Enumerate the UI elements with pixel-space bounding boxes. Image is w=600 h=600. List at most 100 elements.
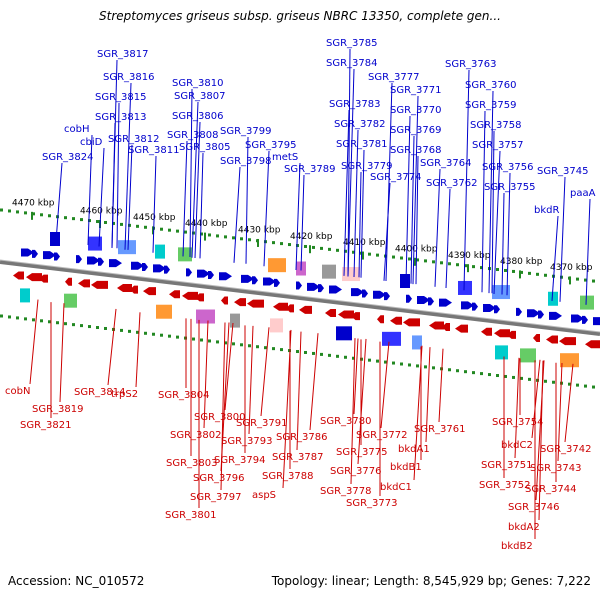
gene-leader-line-bottom (413, 345, 423, 481)
reverse-gene-arrow (403, 318, 420, 327)
ruler-dot (8, 209, 11, 213)
annotation-box-top (118, 240, 136, 255)
annotation-box-bottom (64, 293, 77, 308)
ruler-dot (320, 246, 323, 250)
gene-label-bottom: SGR_3793 (221, 436, 273, 447)
gene-label-top: SGR_3782 (334, 119, 386, 130)
gene-leader-line-top (194, 121, 201, 259)
gene-label-top: SGR_3770 (390, 105, 442, 116)
gene-label-top: paaA (570, 188, 596, 199)
ruler-dot (520, 376, 523, 380)
gene-leader-line-bottom (107, 308, 117, 386)
ruler-dot (208, 339, 211, 343)
ruler-dot (528, 271, 531, 275)
gene-leader-line-top (347, 48, 351, 277)
gene-label-top: SGR_3771 (390, 85, 442, 96)
gene-label-top: SGR_3799 (220, 126, 272, 137)
gene-label-top: SGR_3815 (95, 92, 147, 103)
gene-label-bottom: SGR_3776 (330, 466, 382, 477)
forward-gene-arrow (307, 282, 320, 291)
ruler-dot (264, 346, 267, 350)
gene-label-bottom: SGR_3788 (262, 471, 314, 482)
ruler-dot (184, 230, 187, 234)
reverse-gene-arrow (338, 310, 354, 319)
ruler-dot (232, 236, 235, 240)
annotation-box-bottom (412, 335, 422, 350)
ruler-dot (248, 238, 251, 242)
gene-label-top: SGR_3807 (174, 91, 226, 102)
ruler-dot (424, 259, 427, 263)
forward-gene-arrow (527, 309, 540, 318)
gene-label-bottom: SGR_3773 (346, 498, 398, 509)
reverse-gene-arrow (442, 323, 450, 332)
gene-label-bottom: SGR_3780 (320, 416, 372, 427)
gene-label-top: SGR_3816 (103, 72, 155, 83)
reverse-gene-arrow (559, 337, 576, 346)
annotation-box-top (178, 247, 192, 262)
ruler-dot (88, 325, 91, 329)
gene-leader-line-top (385, 82, 393, 282)
ruler-dot (128, 223, 131, 227)
gene-leader-line-top (445, 188, 451, 289)
reverse-gene-arrow (585, 340, 600, 349)
gene-label-bottom: SGR_3746 (508, 502, 560, 513)
ruler-dot (280, 348, 283, 352)
forward-gene-arrow (43, 251, 56, 260)
annotation-box-bottom (270, 318, 283, 333)
gene-label-top: SGR_3779 (341, 161, 393, 172)
topology-value: linear (331, 574, 366, 588)
ruler-dot (536, 272, 539, 276)
gene-leader-line-top (347, 68, 355, 277)
accession-value: NC_010572 (75, 574, 145, 588)
ruler-dot (200, 338, 203, 342)
gene-label-bottom: bkdC1 (380, 482, 412, 493)
ruler-dot (416, 364, 419, 368)
ruler-dot (136, 330, 139, 334)
gene-label-bottom: SGR_3744 (525, 484, 577, 495)
gene-leader-line-top (111, 59, 118, 249)
gene-leader-line-bottom (380, 341, 390, 429)
gene-leader-line-top (585, 198, 591, 305)
ruler-dot (16, 316, 19, 320)
ruler-dot (504, 374, 507, 378)
genome-stats: Topology: linear; Length: 8,545,929 bp; … (271, 574, 591, 588)
forward-gene-arrow (318, 284, 324, 293)
annotation-box-top (88, 236, 102, 251)
gene-label-bottom: SGR_3786 (276, 432, 328, 443)
annotation-box-top (322, 264, 336, 279)
reverse-gene-arrow (221, 296, 228, 305)
annotation-box-bottom (336, 326, 352, 341)
gene-label-bottom: SGR_3775 (336, 447, 388, 458)
gene-label-top: SGR_3810 (172, 78, 224, 89)
gene-label-bottom: trpS2 (111, 389, 138, 400)
ruler-dot (592, 279, 595, 283)
gene-leader-line-top (493, 150, 501, 295)
ruler-dot (320, 352, 323, 356)
forward-gene-arrow (263, 277, 276, 286)
ruler-tick-label: 4440 kbp (185, 219, 228, 229)
ruler-dot (504, 268, 507, 272)
ruler-dot (168, 228, 171, 232)
gene-label-top: SGR_3757 (472, 140, 524, 151)
gene-label-top: SGR_3813 (95, 112, 147, 123)
gene-label-bottom: bkdA2 (508, 522, 540, 533)
reverse-gene-arrow (390, 316, 402, 325)
gene-label-bottom: bkdA1 (398, 444, 430, 455)
ruler-dot (400, 256, 403, 260)
forward-gene-arrow (296, 281, 302, 290)
gene-leader-line-bottom (350, 338, 356, 485)
gene-leader-line-top (412, 95, 419, 285)
ruler-dot (592, 385, 595, 389)
gene-label-top: SGR_3798 (220, 156, 272, 167)
reverse-gene-arrow (247, 299, 264, 308)
forward-gene-arrow (208, 270, 214, 279)
forward-gene-arrow (593, 317, 600, 326)
ruler-dot (480, 372, 483, 376)
ruler-dot (464, 370, 467, 374)
gene-leader-line-top (491, 130, 495, 294)
ruler-dot (56, 321, 59, 325)
forward-gene-arrow (109, 259, 122, 268)
gene-leader-line-bottom (564, 363, 574, 443)
gene-label-bottom: SGR_3819 (32, 404, 84, 415)
ruler-dot (456, 369, 459, 373)
